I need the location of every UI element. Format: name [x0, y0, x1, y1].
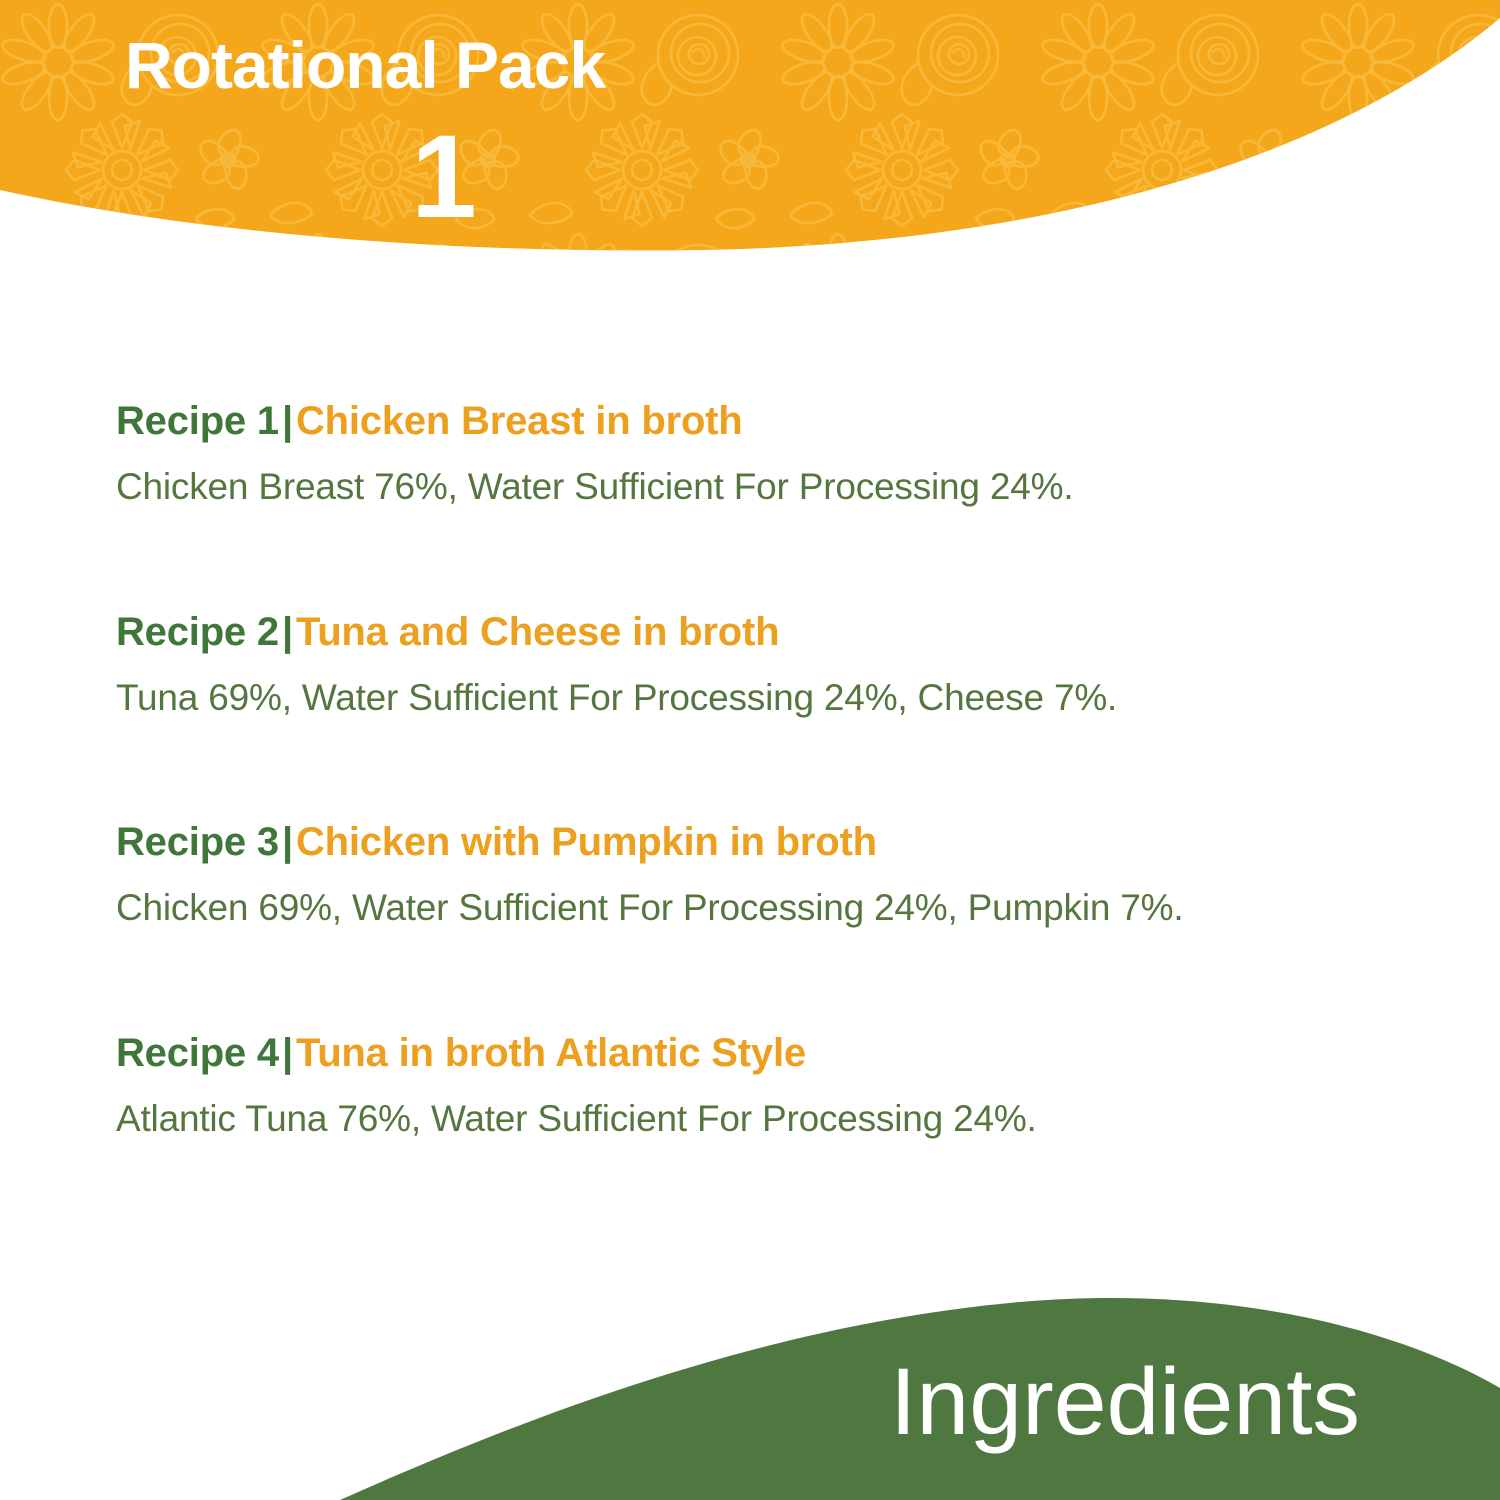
recipe-name: Tuna and Cheese in broth: [295, 609, 780, 654]
recipe-ingredients: Atlantic Tuna 76%, Water Sufficient For …: [116, 1097, 1037, 1139]
recipe-ingredients: Tuna 69%, Water Sufficient For Processin…: [116, 676, 1118, 718]
recipe-ingredients: Chicken Breast 76%, Water Sufficient For…: [116, 466, 1074, 508]
recipe-heading: Recipe 3|Chicken with Pumpkin in broth: [116, 819, 1446, 866]
recipe-separator: |: [281, 1030, 293, 1075]
recipe-item: Recipe 3|Chicken with Pumpkin in broth C…: [116, 819, 1446, 931]
recipe-ingredients: Chicken 69%, Water Sufficient For Proces…: [116, 887, 1184, 929]
recipe-heading: Recipe 1|Chicken Breast in broth: [116, 398, 1446, 445]
recipe-item: Recipe 1|Chicken Breast in broth Chicken…: [116, 398, 1446, 510]
footer-banner-shape: [340, 1298, 1500, 1500]
footer-title: Ingredients: [890, 1349, 1361, 1455]
header-banner: Rotational Pack 1: [0, 0, 1500, 300]
recipe-label: Recipe 2: [116, 609, 279, 654]
header-banner-shape: [0, 0, 1500, 251]
recipe-label: Recipe 4: [116, 1030, 279, 1075]
recipe-heading: Recipe 2|Tuna and Cheese in broth: [116, 609, 1446, 656]
recipe-heading: Recipe 4|Tuna in broth Atlantic Style: [116, 1030, 1446, 1077]
recipe-item: Recipe 2|Tuna and Cheese in broth Tuna 6…: [116, 609, 1446, 721]
pack-number: 1: [411, 111, 477, 243]
page-title: Rotational Pack: [125, 28, 606, 102]
recipe-separator: |: [281, 609, 293, 654]
recipe-name: Chicken with Pumpkin in broth: [295, 820, 877, 865]
recipe-label: Recipe 1: [116, 399, 279, 443]
recipe-name: Chicken Breast in broth: [295, 399, 743, 443]
recipe-separator: |: [281, 399, 293, 443]
recipe-list: Recipe 1|Chicken Breast in broth Chicken…: [116, 398, 1446, 1141]
footer-banner: [0, 1270, 1500, 1500]
recipe-name: Tuna in broth Atlantic Style: [295, 1030, 806, 1075]
recipe-separator: |: [281, 820, 293, 865]
recipe-label: Recipe 3: [116, 820, 279, 865]
recipe-item: Recipe 4|Tuna in broth Atlantic Style At…: [116, 1030, 1446, 1142]
